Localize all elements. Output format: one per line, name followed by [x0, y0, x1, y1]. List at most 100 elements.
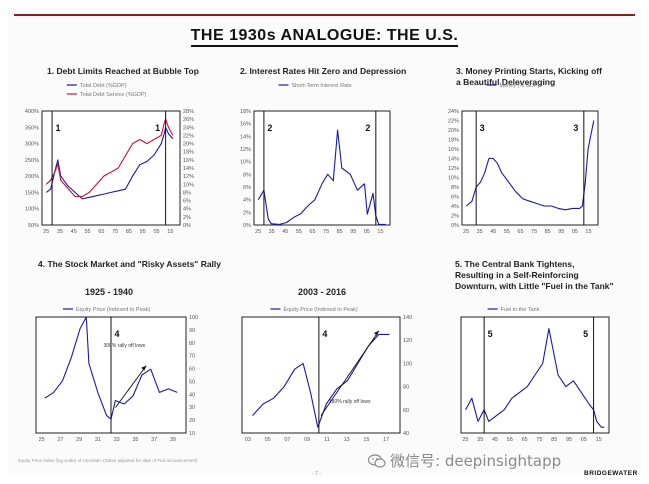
- y-tick-label: 0%: [451, 223, 459, 229]
- legend-label: Total Debt Service (%GDP): [80, 92, 147, 98]
- x-tick-label: 55: [504, 229, 510, 235]
- x-tick-label: 35: [477, 229, 483, 235]
- panel-5-period: 2003 - 2016: [298, 287, 347, 297]
- y-tick-label: 16%: [448, 147, 459, 153]
- x-tick-label: 33: [114, 437, 120, 443]
- chart-2-svg: 2 2 25 35 45 55 65 75 85 95 05 15 18% 16% 14% 12% 10% 8% 6…: [240, 83, 391, 235]
- x-tick-label: 75: [531, 229, 537, 235]
- y-tick-label: 60: [189, 367, 195, 373]
- series-line-2: [45, 118, 174, 198]
- title-rule: [14, 14, 635, 16]
- x-tick-label: 05: [153, 229, 159, 235]
- x-tick-label: 09: [304, 437, 310, 443]
- x-tick-label: 65: [517, 229, 523, 235]
- y-tick-label: 10%: [448, 176, 459, 182]
- event-marker-label: 5: [488, 329, 493, 339]
- y-tick-label: 4%: [451, 204, 459, 210]
- y-tick-label: 100: [403, 361, 412, 367]
- y-tick-label: 70: [189, 354, 195, 360]
- x-tick-label: 15: [585, 229, 591, 235]
- event-marker-label: 3: [480, 123, 485, 133]
- event-marker-label: 2: [267, 123, 272, 133]
- y-tick-label: 6%: [243, 185, 251, 191]
- rally-arrowhead: [373, 330, 379, 336]
- y-tick-label: 14%: [448, 157, 459, 163]
- plot-frame: [241, 316, 401, 434]
- event-marker-label: 4: [114, 329, 119, 339]
- y-tick-label: 250%: [25, 158, 39, 164]
- chart-3-svg: 3 3 25 35 45 55 65 75 85 95 05 15 24% 22% 20% 18% 16% 14%…: [448, 83, 599, 235]
- panel-3-title: 3. Money Printing Starts, Kicking off a …: [456, 66, 602, 87]
- y-tick-label-right: 16%: [183, 158, 194, 164]
- chart-5-svg: 4 03 05 07 09 11 13 15 17 140 120 100 80 60 40 Equity P…: [241, 307, 412, 443]
- y-tick-label-right: 12%: [183, 174, 194, 180]
- chart-panel-5: 4 03 05 07 09 11 13 15 17 140 120 100 80 60 40 Equity P…: [241, 307, 412, 443]
- y-tick-label: 16%: [240, 122, 251, 128]
- y-tick-label: 100: [189, 315, 198, 321]
- x-tick-label: 85: [337, 229, 343, 235]
- y-tick-label: 2%: [243, 210, 251, 216]
- legend: Total Debt (%GDP) Total Debt Service (%GD…: [66, 83, 147, 98]
- event-marker-label: 3: [573, 123, 578, 133]
- x-tick-label: 07: [284, 437, 290, 443]
- y-tick-label: 10: [189, 431, 195, 437]
- y-tick-label: 200%: [25, 174, 39, 180]
- legend-label: Short-Term Interest Rate: [291, 83, 351, 89]
- event-marker-label: 1: [56, 123, 61, 133]
- legend-label: Equity Price (Indexed to Peak): [76, 307, 150, 313]
- y-tick-label-right: 2%: [183, 215, 191, 221]
- y-tick-label: 40: [403, 431, 409, 437]
- x-tick-label: 25: [255, 229, 261, 235]
- x-tick-label: 25: [463, 229, 469, 235]
- legend-label: Money (% GDP): [499, 83, 539, 89]
- rally-annotation: 300% rally off lows: [104, 343, 146, 349]
- x-tick-label: 85: [126, 229, 132, 235]
- y-tick-label: 20: [189, 418, 195, 424]
- y-tick-label: 140: [403, 315, 412, 321]
- y-tick-label: 50: [189, 379, 195, 385]
- y-tick-label: 80: [189, 341, 195, 347]
- x-tick-label: 05: [581, 437, 587, 443]
- x-tick-label: 55: [296, 229, 302, 235]
- x-tick-label: 05: [572, 229, 578, 235]
- series-line-1: [465, 120, 595, 211]
- wechat-icon: [368, 454, 386, 468]
- y-tick-label: 2%: [451, 214, 459, 220]
- rally-arrowhead: [141, 365, 147, 371]
- legend: Short-Term Interest Rate: [278, 83, 352, 89]
- chart-panel-4: 4 25 27 29 31 33 35 37 39 100 90 80 70 60 50 40 30 20 10 Eq…: [35, 307, 198, 443]
- watermark: 微信号: deepinsightapp: [368, 450, 561, 471]
- y-tick-label-right: 28%: [183, 109, 194, 115]
- y-tick-label: 80: [403, 385, 409, 391]
- legend-label: Total Debt (%GDP): [80, 83, 127, 89]
- x-tick-label: 75: [323, 229, 329, 235]
- x-tick-label: 65: [522, 437, 528, 443]
- x-tick-label: 17: [383, 437, 389, 443]
- x-tick-label: 39: [170, 437, 176, 443]
- x-tick-label: 15: [167, 229, 173, 235]
- y-tick-label: 18%: [240, 109, 251, 115]
- y-tick-label: 120: [403, 338, 412, 344]
- y-tick-label: 8%: [243, 172, 251, 178]
- y-tick-label: 12%: [448, 166, 459, 172]
- plot-frame: [253, 110, 391, 226]
- x-tick-label: 45: [282, 229, 288, 235]
- y-tick-label-right: 24%: [183, 125, 194, 131]
- y-tick-label-right: 22%: [183, 133, 194, 139]
- series-line-1: [465, 328, 605, 428]
- watermark-text: 微信号: deepinsightapp: [390, 452, 562, 470]
- y-tick-label: 350%: [25, 125, 39, 131]
- legend: Fuel in the Tank: [487, 307, 540, 313]
- y-tick-label: 50%: [28, 223, 39, 229]
- x-tick-label: 31: [95, 437, 101, 443]
- x-tick-label: 95: [140, 229, 146, 235]
- y-tick-label: 6%: [451, 195, 459, 201]
- x-tick-label: 11: [324, 437, 330, 443]
- x-tick-label: 37: [151, 437, 157, 443]
- chart-1-svg: 1 1 25 35 45 55 65 75 85 95 05 15 400% 350% 300% 250% 20…: [25, 83, 194, 235]
- x-tick-label: 75: [112, 229, 118, 235]
- y-tick-label-right: 8%: [183, 190, 191, 196]
- y-tick-label: 300%: [25, 142, 39, 148]
- rally-arrow: [320, 330, 380, 416]
- x-tick-label: 25: [43, 229, 49, 235]
